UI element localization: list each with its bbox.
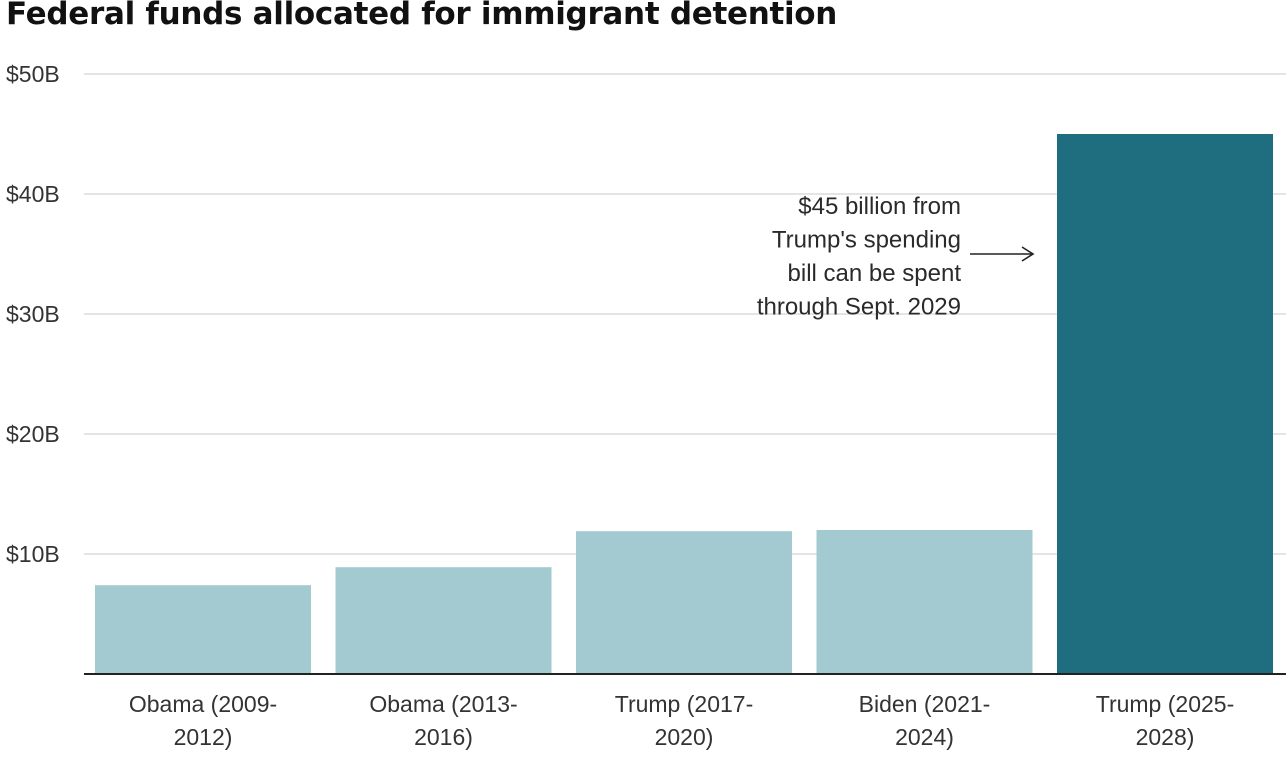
x-tick-label: Trump (2025-2028): [1096, 691, 1234, 750]
annotation-arrowhead: [1021, 246, 1035, 262]
y-tick-label: $50B: [6, 61, 60, 87]
y-tick-label: $30B: [6, 301, 60, 327]
y-tick-label: $40B: [6, 181, 60, 207]
bar: [1057, 134, 1273, 674]
x-tick-label: Obama (2013-2016): [369, 691, 517, 750]
annotation-text: $45 billion from Trump's spending bill can…: [757, 193, 962, 321]
x-tick-label: Trump (2017-2020): [615, 691, 753, 750]
bar: [95, 585, 311, 674]
y-tick-label: $10B: [6, 541, 60, 567]
y-tick-label: $20B: [6, 421, 60, 447]
bar: [576, 531, 792, 674]
x-tick-label: Obama (2009-2012): [129, 691, 277, 750]
chart-title: Federal funds allocated for immigrant de…: [6, 0, 838, 32]
x-tick-label: Biden (2021-2024): [859, 691, 991, 750]
bar: [335, 567, 552, 674]
bar: [816, 530, 1033, 674]
